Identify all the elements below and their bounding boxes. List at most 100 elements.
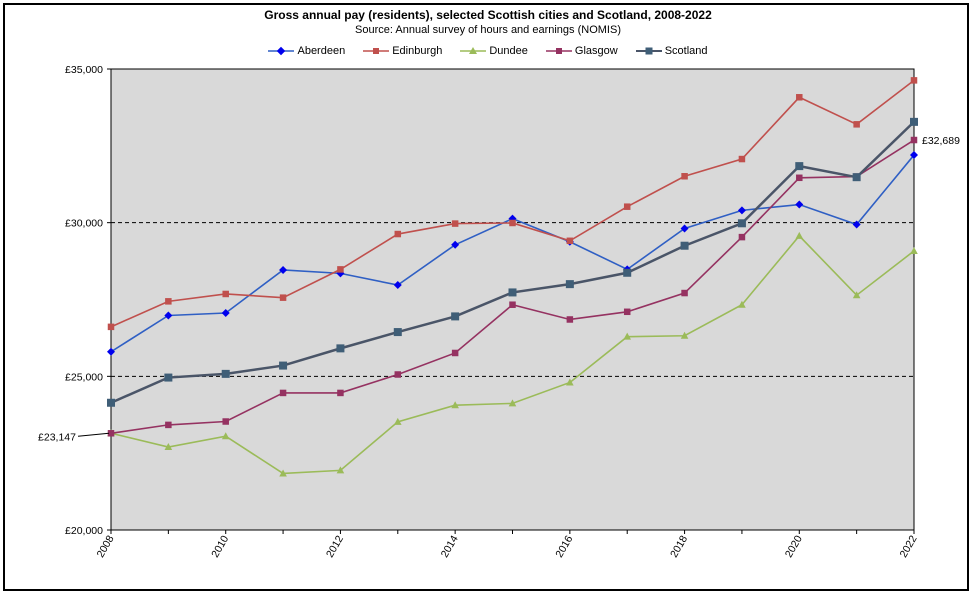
data-point-scotland [164,373,173,382]
data-point-glasgow [910,136,918,144]
data-point-aberdeen [107,347,115,356]
y-tick-label: £35,000 [65,64,103,76]
legend-item-aberdeen: Aberdeen [268,45,345,57]
x-tick-label: 2010 [209,533,231,559]
data-point-dundee [795,231,804,239]
data-point-aberdeen [164,311,173,320]
y-tick-label: £20,000 [65,525,103,537]
y-tick-label: £25,000 [65,371,103,383]
data-point-glasgow [509,301,516,308]
legend-swatch-edinburgh [363,48,390,54]
legend-item-scotland: Scotland [635,45,708,57]
data-point-glasgow [165,421,172,429]
chart-title: Gross annual pay (residents), selected S… [264,8,712,22]
data-point-edinburgh [681,173,688,180]
x-tick-label: 2014 [439,533,461,559]
data-point-edinburgh [738,155,746,163]
data-point-scotland [508,288,517,297]
annotation-end-value: £32,689 [922,135,960,147]
data-point-aberdeen [221,309,230,318]
data-point-aberdeen [279,265,288,274]
data-point-aberdeen [910,151,918,160]
legend-item-edinburgh: Edinburgh [363,45,442,57]
data-point-scotland [451,312,460,321]
data-point-edinburgh [107,323,115,331]
data-point-scotland [279,361,288,370]
data-point-dundee [508,399,517,407]
legend-swatch-scotland [635,47,662,55]
data-point-dundee [451,401,459,409]
data-point-edinburgh [165,298,172,305]
data-point-dundee [279,469,287,477]
data-point-scotland [623,268,632,277]
data-point-scotland [393,328,402,337]
data-point-edinburgh [394,230,402,238]
data-point-glasgow [279,389,287,397]
legend: Aberdeen Edinburgh Dundee Glasgow Scotla… [0,45,976,57]
data-point-aberdeen [393,281,402,290]
annotation-start-value: £23,147 [38,431,76,443]
data-point-dundee [738,300,746,308]
data-point-dundee [566,378,574,386]
data-point-glasgow [681,289,688,297]
data-point-glasgow [738,233,746,241]
data-point-edinburgh [796,94,803,101]
data-point-dundee [852,291,861,299]
x-tick-label: 2012 [324,533,346,559]
x-tick-label: 2018 [668,533,690,559]
data-point-glasgow [623,308,631,316]
legend-swatch-glasgow [545,48,572,54]
data-point-dundee [680,331,689,339]
x-tick-label: 2008 [95,533,117,559]
data-point-scotland [852,173,861,182]
data-point-aberdeen [680,224,689,233]
y-tick-label: £30,000 [65,218,103,230]
data-point-edinburgh [910,77,918,84]
data-point-glasgow [566,316,574,323]
data-point-glasgow [222,418,229,425]
data-point-scotland [336,344,345,353]
data-point-aberdeen [795,200,804,209]
data-point-dundee [393,417,402,425]
data-point-dundee [910,246,918,254]
legend-label-aberdeen: Aberdeen [297,45,346,57]
data-point-edinburgh [222,290,229,298]
data-point-edinburgh [337,266,344,273]
data-point-scotland [221,369,230,378]
data-point-dundee [221,432,230,440]
legend-item-glasgow: Glasgow [545,45,618,57]
data-point-aberdeen [451,240,460,249]
x-tick-label: 2016 [553,533,575,559]
data-point-edinburgh [623,203,631,210]
data-point-dundee [336,466,345,474]
data-point-edinburgh [853,121,860,128]
legend-swatch-dundee [460,47,487,54]
data-point-edinburgh [509,219,516,227]
data-point-edinburgh [279,294,287,301]
data-point-scotland [565,280,574,289]
data-point-dundee [623,332,632,340]
data-point-dundee [164,443,173,451]
legend-item-dundee: Dundee [460,45,528,57]
data-point-scotland [737,219,746,228]
legend-label-dundee: Dundee [489,45,528,57]
legend-label-glasgow: Glasgow [574,45,618,57]
legend-swatch-aberdeen [268,46,295,56]
data-point-scotland [795,162,804,171]
data-point-aberdeen [852,220,861,229]
x-tick-label: 2020 [783,533,805,559]
data-point-scotland [107,398,115,407]
legend-label-scotland: Scotland [664,45,708,57]
annotation-leader [77,432,110,437]
data-point-edinburgh [566,237,574,245]
data-point-edinburgh [451,220,459,227]
data-point-glasgow [337,389,344,397]
data-point-scotland [680,241,689,250]
legend-label-edinburgh: Edinburgh [392,45,443,57]
data-point-glasgow [394,371,402,378]
plot-area [110,68,915,531]
x-tick-label: 2022 [898,533,920,559]
chart-subtitle: Source: Annual survey of hours and earni… [355,24,621,36]
data-point-glasgow [796,174,803,182]
